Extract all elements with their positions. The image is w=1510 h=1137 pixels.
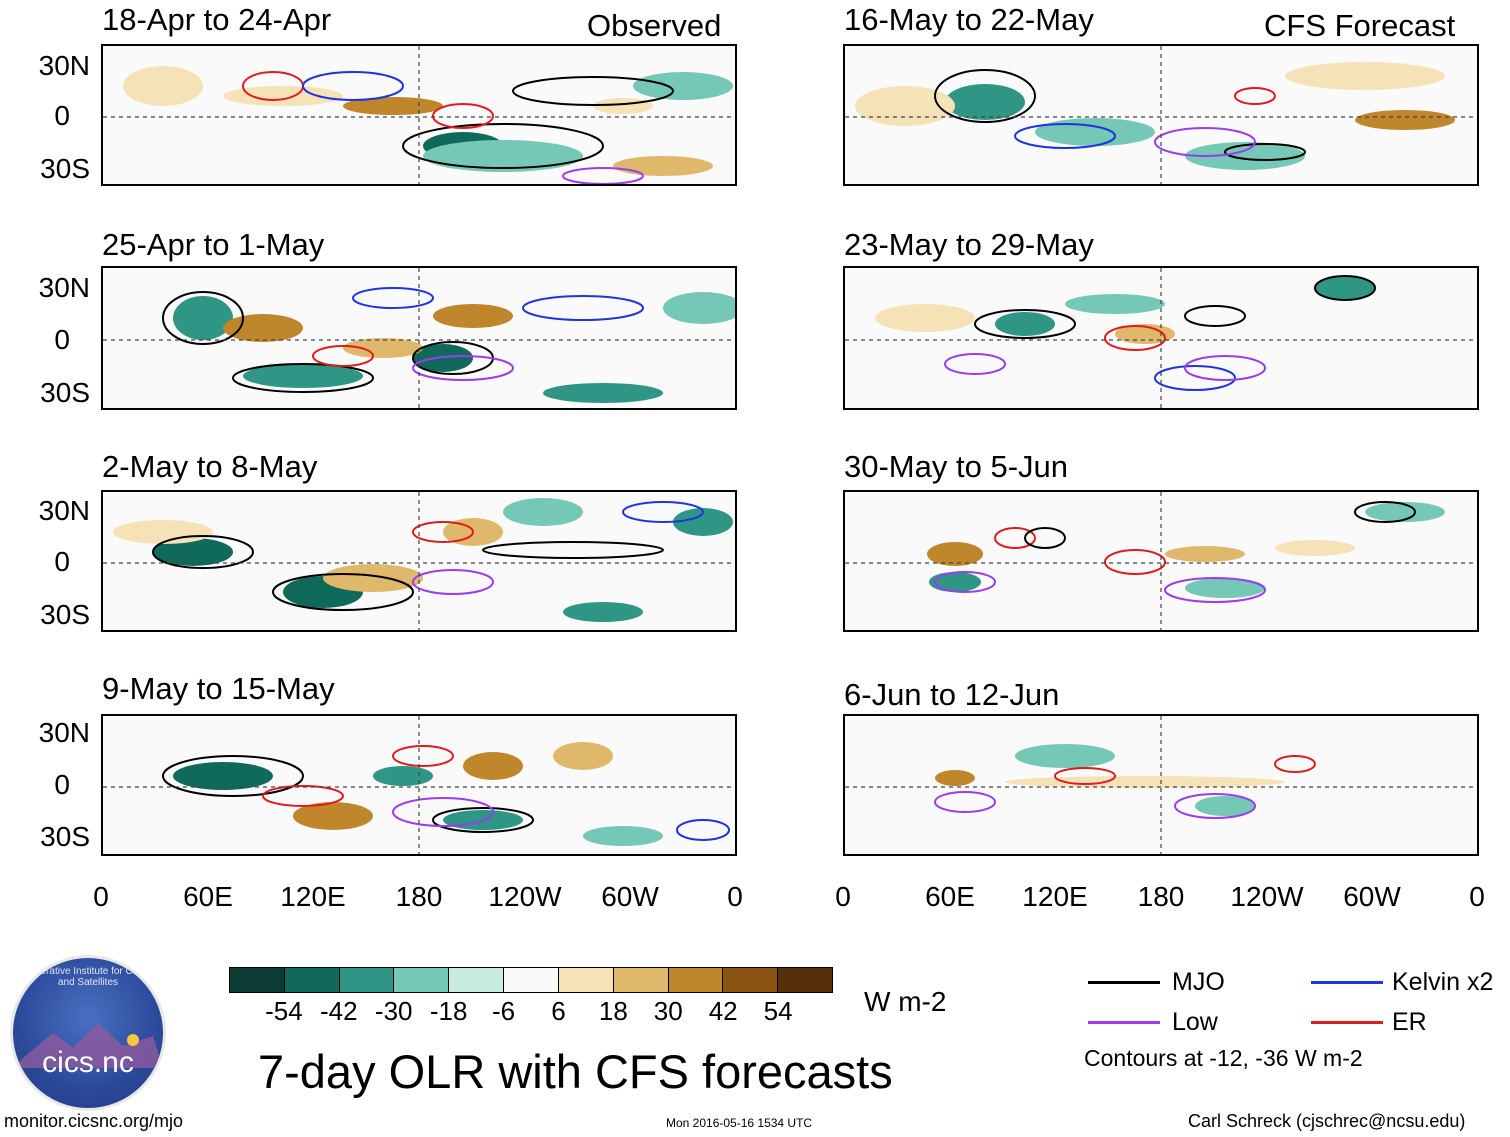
lon-right-120e: 120E <box>1022 881 1088 912</box>
map-panel-obs-4 <box>101 714 737 856</box>
legend-er-line <box>1311 1021 1383 1024</box>
colorbar-label: -54 <box>265 996 303 1026</box>
colorbar-swatch <box>613 968 669 992</box>
colorbar-swatch <box>449 968 505 992</box>
lat-30s-4: 30S <box>40 821 90 852</box>
footer-timestamp: Mon 2016-05-16 1534 UTC <box>666 1116 813 1130</box>
map-panel-fcst-1 <box>843 44 1479 186</box>
lat-30n-1: 30N <box>38 50 90 81</box>
colorbar-label: -42 <box>320 996 358 1026</box>
lat-30n-3: 30N <box>38 495 90 526</box>
colorbar-label: 42 <box>708 996 738 1026</box>
map-panel-fcst-2 <box>843 266 1479 410</box>
map-panel-obs-2 <box>101 266 737 410</box>
legend-kelvin-label: Kelvin x2 <box>1392 968 1494 996</box>
colorbar-swatch <box>284 968 340 992</box>
colorbar-label: 30 <box>653 996 683 1026</box>
lat-0-1: 0 <box>54 100 70 131</box>
lon-left-60w: 60W <box>601 881 659 912</box>
lon-right-0-end: 0 <box>1469 881 1485 912</box>
panel-title-obs-4: 9-May to 15-May <box>102 671 335 706</box>
panel-title-fcst-1: 16-May to 22-May <box>844 2 1094 37</box>
lon-left-0: 0 <box>93 881 109 912</box>
map-panel-obs-3 <box>101 490 737 632</box>
panel-title-obs-3: 2-May to 8-May <box>102 449 318 484</box>
colorbar-label: 54 <box>763 996 793 1026</box>
legend-mjo-label: MJO <box>1172 968 1225 996</box>
logo-ring-text: Cooperative Institute for Climate and Sa… <box>16 966 160 988</box>
legend-low-label: Low <box>1172 1008 1218 1036</box>
panel-title-fcst-4: 6-Jun to 12-Jun <box>844 677 1060 712</box>
lon-right-60w: 60W <box>1343 881 1401 912</box>
lon-right-60e: 60E <box>925 881 975 912</box>
colorbar-label: 6 <box>551 996 566 1026</box>
lon-left-60e: 60E <box>183 881 233 912</box>
lat-30s-1: 30S <box>40 153 90 184</box>
lat-0-2: 0 <box>54 324 70 355</box>
legend-mjo-line <box>1088 981 1160 984</box>
lat-0-3: 0 <box>54 546 70 577</box>
panel-title-fcst-2: 23-May to 29-May <box>844 227 1094 262</box>
colorbar-label: -18 <box>429 996 468 1026</box>
colorbar-label: 18 <box>598 996 628 1026</box>
lat-30n-4: 30N <box>38 717 90 748</box>
lat-30s-2: 30S <box>40 377 90 408</box>
lon-right-180: 180 <box>1137 881 1185 912</box>
lon-right-120w: 120W <box>1230 881 1304 912</box>
panel-title-fcst-3: 30-May to 5-Jun <box>844 449 1068 484</box>
legend-kelvin-line <box>1311 981 1383 984</box>
colorbar-swatch <box>778 968 832 992</box>
cics-logo: Cooperative Institute for Climate and Sa… <box>10 955 166 1111</box>
colorbar-swatch <box>723 968 779 992</box>
colorbar-swatch <box>668 968 724 992</box>
map-panel-obs-1 <box>101 44 737 186</box>
colorbar-unit: W m-2 <box>864 986 947 1017</box>
observed-label: Observed <box>587 8 722 43</box>
footer-url[interactable]: monitor.cicsnc.org/mjo <box>4 1111 184 1131</box>
lon-left-120w: 120W <box>488 881 562 912</box>
forecast-label: CFS Forecast <box>1264 8 1456 43</box>
lat-0-4: 0 <box>54 769 70 800</box>
lat-30n-2: 30N <box>38 272 90 303</box>
lon-left-180: 180 <box>395 881 443 912</box>
map-panel-fcst-4 <box>843 714 1479 856</box>
colorbar-swatch <box>504 968 559 992</box>
panel-title-obs-2: 25-Apr to 1-May <box>102 227 325 262</box>
lon-left-120e: 120E <box>280 881 346 912</box>
colorbar-swatch <box>339 968 395 992</box>
colorbar-label: -30 <box>374 996 413 1026</box>
legend-low-line <box>1088 1021 1160 1024</box>
figure-title: 7-day OLR with CFS forecasts <box>258 1045 893 1098</box>
legend-er-label: ER <box>1392 1008 1427 1036</box>
lon-left-0-end: 0 <box>727 881 743 912</box>
logo-text: cics.nc <box>42 1046 134 1079</box>
colorbar-swatch <box>558 968 614 992</box>
contours-note: Contours at -12, -36 W m-2 <box>1084 1045 1363 1071</box>
lat-30s-3: 30S <box>40 599 90 630</box>
colorbar-swatch <box>230 968 285 992</box>
lon-right-0: 0 <box>835 881 851 912</box>
footer-author: Carl Schreck (cjschrec@ncsu.edu) <box>1188 1111 1466 1131</box>
map-panel-fcst-3 <box>843 490 1479 632</box>
colorbar-swatch <box>394 968 450 992</box>
panel-title-obs-1: 18-Apr to 24-Apr <box>102 2 332 37</box>
colorbar-label: -6 <box>491 996 516 1026</box>
colorbar <box>229 967 833 993</box>
